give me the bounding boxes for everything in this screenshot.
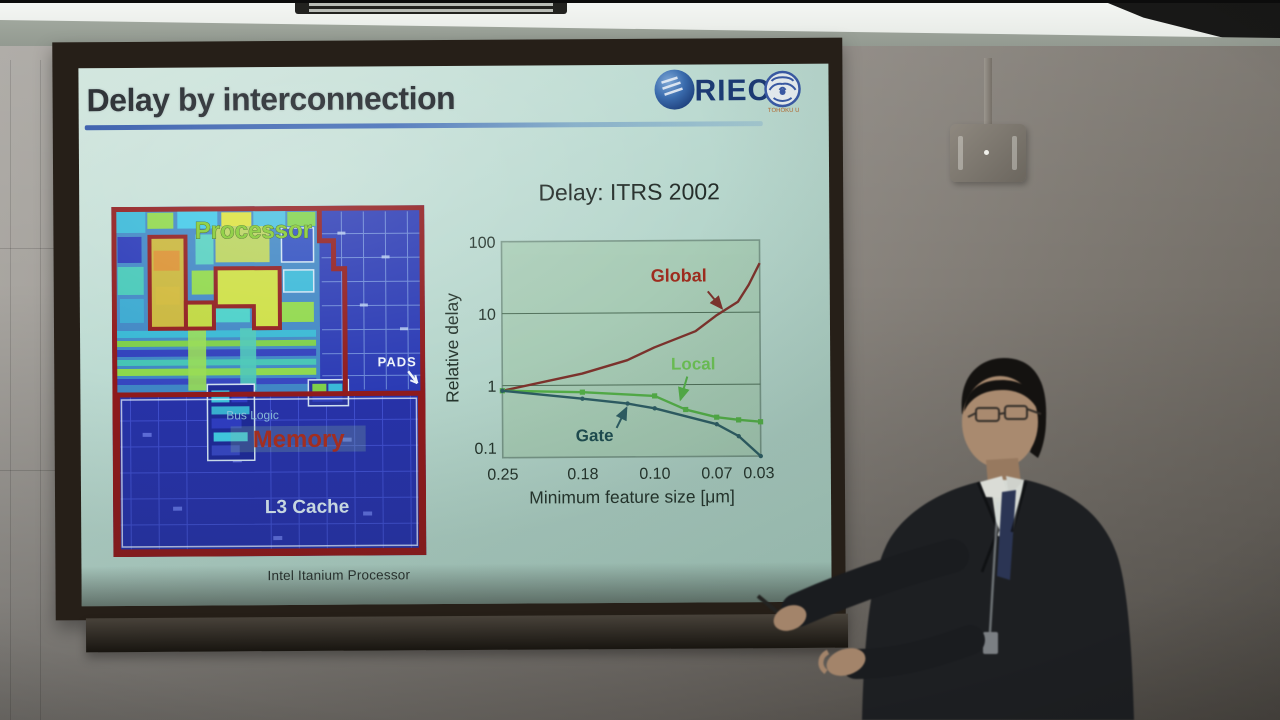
y-tick: 0.1 bbox=[474, 441, 496, 458]
x-tick: 0.03 bbox=[743, 465, 774, 482]
local-marker bbox=[579, 389, 585, 395]
gate-series-label: Gate bbox=[576, 426, 614, 445]
riec-sphere-icon bbox=[654, 69, 695, 110]
lanyard bbox=[988, 501, 1000, 633]
gridline bbox=[501, 311, 760, 315]
slide-bottom-shadow bbox=[81, 561, 832, 607]
processor-region-label: Processor bbox=[195, 217, 313, 245]
presenter-tie bbox=[997, 490, 1016, 580]
jacket-lapel bbox=[1010, 481, 1028, 533]
university-crest-icon bbox=[764, 70, 801, 108]
x-tick: 0.07 bbox=[701, 465, 732, 482]
frame-top-edge bbox=[0, 0, 1280, 3]
pads-label: PADS bbox=[378, 354, 417, 369]
x-tick: 0.10 bbox=[639, 466, 670, 483]
wall-seam bbox=[0, 470, 58, 471]
l3-cache-label: L3 Cache bbox=[265, 497, 350, 519]
presenter-hand bbox=[773, 605, 807, 631]
chip-stripe-band bbox=[116, 328, 317, 391]
x-tick: 0.25 bbox=[487, 467, 518, 484]
y-tick: 1 bbox=[487, 379, 496, 396]
plot-area bbox=[500, 239, 762, 459]
speaker-slot bbox=[958, 136, 963, 170]
bus-logic-label: Bus Logic bbox=[226, 408, 279, 422]
chip-mosaic bbox=[115, 209, 316, 324]
local-marker bbox=[757, 419, 764, 425]
presenter-fringe bbox=[964, 380, 1038, 412]
delay-chart: 100 10 1 0.1 0.25 0.18 0.10 0.07 0.03 Mi… bbox=[442, 235, 775, 508]
local-series-label: Local bbox=[671, 354, 716, 373]
presenter-face bbox=[962, 376, 1038, 468]
global-arrow-icon bbox=[707, 290, 724, 310]
x-axis-label: Minimum feature size [μm] bbox=[529, 486, 735, 507]
gate-marker bbox=[500, 388, 505, 393]
chip-die-image: Processor PADS Bus Logic Memory L3 Cache bbox=[111, 205, 427, 558]
presenter-arm bbox=[781, 539, 969, 627]
presenter-hand bbox=[826, 648, 866, 676]
local-arrow-icon bbox=[678, 376, 690, 402]
jacket-lapel bbox=[976, 481, 1000, 573]
presenter-fingers bbox=[818, 649, 830, 674]
projection-screen: Delay by interconnection RIEC bbox=[52, 37, 846, 621]
pads-arrow-icon bbox=[407, 370, 419, 385]
fixture-bar bbox=[309, 3, 553, 6]
local-marker bbox=[652, 393, 658, 399]
gridline bbox=[502, 383, 761, 387]
wall-seam bbox=[10, 60, 11, 720]
y-tick: 100 bbox=[469, 235, 496, 252]
wall-speaker bbox=[950, 124, 1026, 182]
ceiling-fixture bbox=[295, 0, 567, 14]
memory-label: Memory bbox=[253, 426, 346, 454]
memory-label-band bbox=[230, 425, 366, 453]
gate-marker bbox=[758, 453, 763, 459]
gate-arrow-icon bbox=[615, 406, 628, 429]
projector-glow bbox=[78, 63, 832, 607]
local-marker bbox=[683, 406, 689, 413]
global-series-label: Global bbox=[651, 265, 707, 285]
speaker-mount-rod bbox=[984, 58, 992, 128]
shirt-collar bbox=[980, 476, 1008, 498]
speaker-slot bbox=[1012, 136, 1017, 170]
chip-red-outlines bbox=[111, 205, 427, 558]
presenter bbox=[756, 358, 1134, 720]
chart-series bbox=[499, 262, 764, 459]
gate-marker bbox=[652, 406, 657, 411]
name-badge bbox=[983, 632, 998, 654]
local-marker bbox=[736, 417, 742, 423]
fixture-bar bbox=[309, 9, 553, 12]
y-axis-label: Relative delay bbox=[442, 293, 463, 403]
gate-marker bbox=[736, 433, 741, 439]
x-tick: 0.18 bbox=[567, 466, 598, 483]
local-marker bbox=[714, 414, 720, 420]
gate-marker bbox=[625, 401, 630, 406]
y-tick: 10 bbox=[478, 307, 496, 324]
wall-seam bbox=[40, 60, 41, 720]
presenter-arm bbox=[841, 625, 985, 679]
screen-bottom-frame bbox=[85, 613, 849, 653]
gate-marker bbox=[580, 396, 585, 401]
global-line bbox=[502, 262, 761, 392]
slide: Delay by interconnection RIEC bbox=[78, 63, 832, 607]
wall-seam bbox=[0, 248, 58, 249]
presenter-silhouette bbox=[756, 358, 1134, 720]
speaker-logo-dot bbox=[984, 150, 989, 155]
glasses-icon bbox=[967, 405, 1042, 422]
chart-axis-ticks: 100 10 1 0.1 0.25 0.18 0.10 0.07 0.03 bbox=[469, 235, 775, 484]
gate-marker bbox=[714, 421, 719, 427]
riec-logo: RIEC TOHOKU U bbox=[653, 68, 813, 119]
